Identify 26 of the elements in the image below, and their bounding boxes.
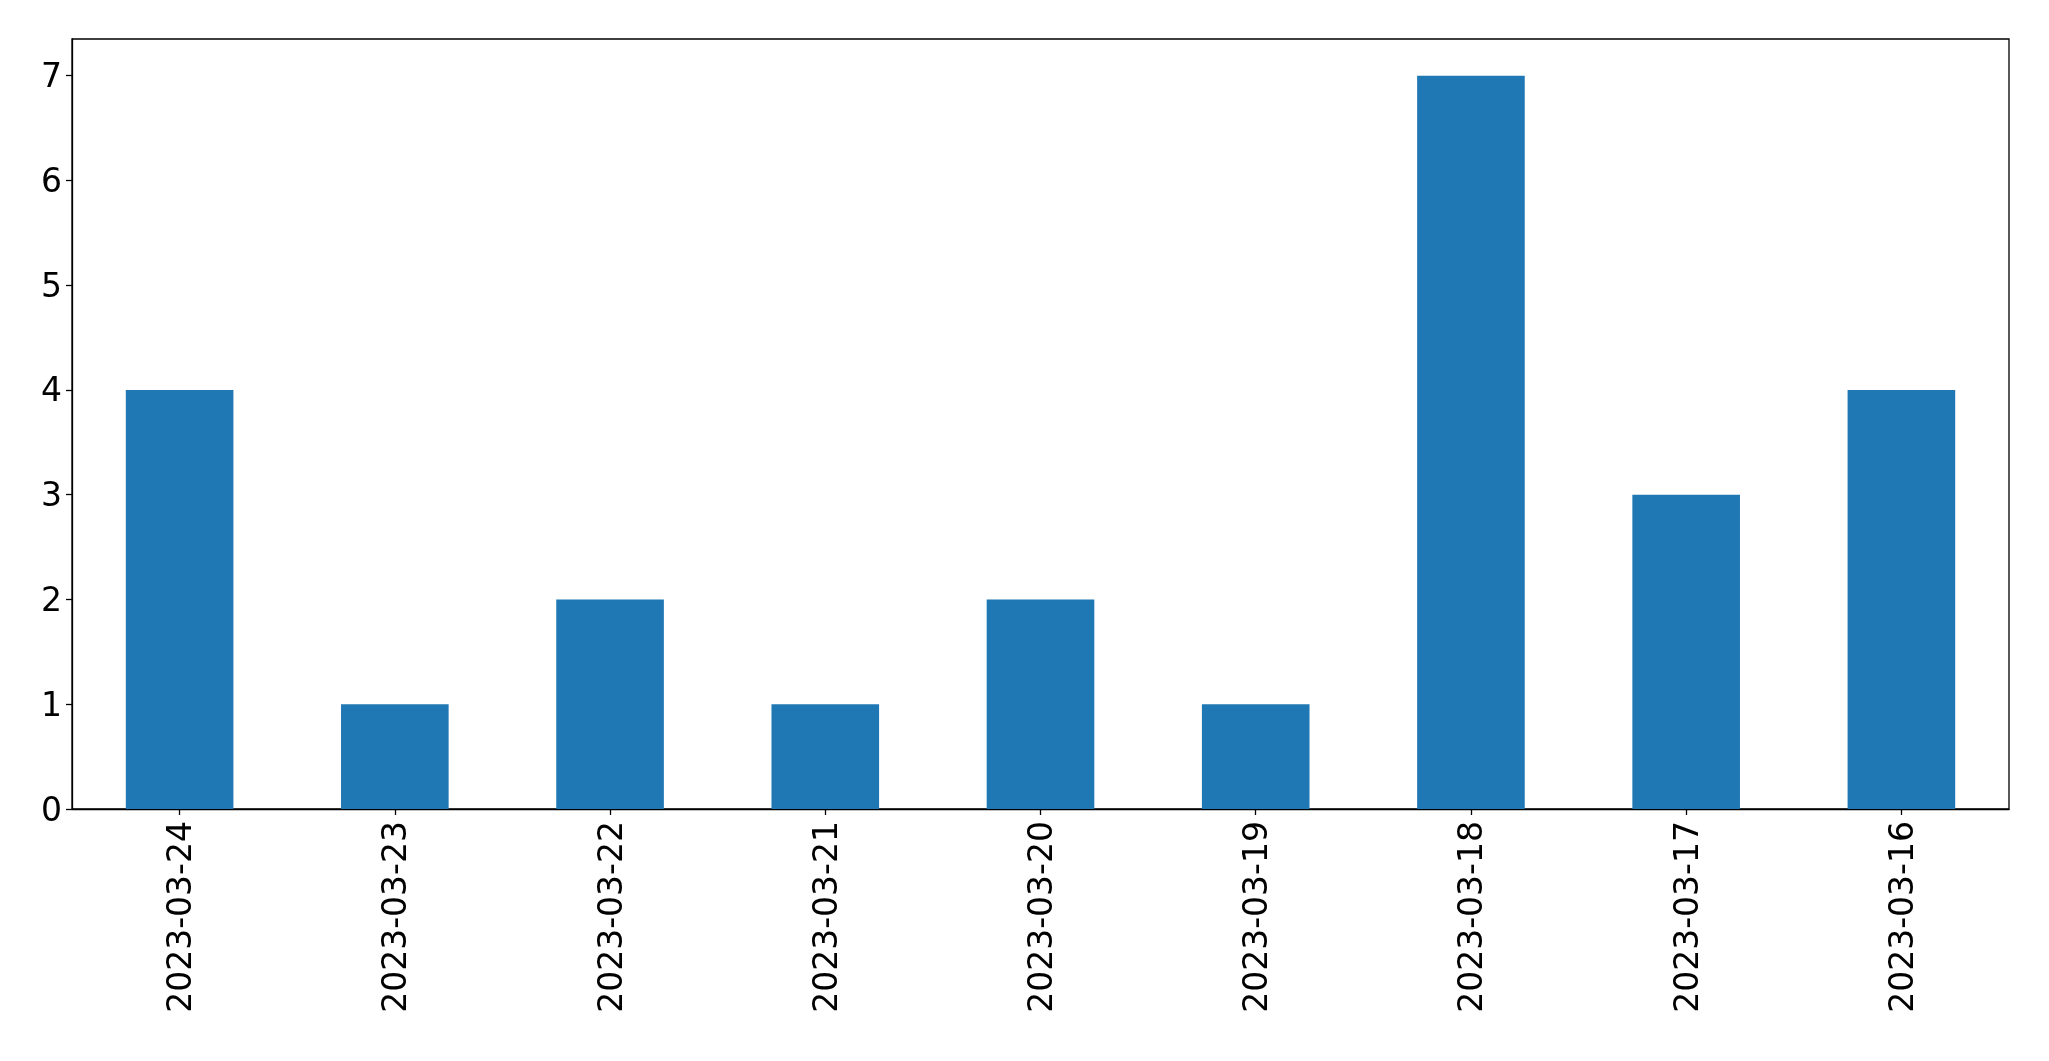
- bar: [1847, 389, 1956, 809]
- y-tick-label: 3: [41, 475, 62, 515]
- y-tick-label: 5: [41, 265, 62, 305]
- bar: [341, 704, 449, 809]
- bar: [1417, 75, 1525, 809]
- x-tick-label: 2023-03-20: [1021, 821, 1060, 1013]
- y-tick-label: 6: [41, 160, 62, 200]
- bar: [1632, 494, 1740, 809]
- bar: [986, 599, 1095, 809]
- x-tick-label: 2023-03-21: [805, 821, 845, 1013]
- bar: [771, 704, 880, 809]
- bar: [125, 389, 234, 809]
- y-tick-label: 4: [41, 370, 62, 410]
- y-tick-label: 2: [41, 579, 62, 619]
- y-tick-label: 1: [41, 684, 62, 724]
- x-tick-label: 2023-03-17: [1666, 821, 1706, 1013]
- bar: [1201, 704, 1310, 809]
- x-tick-label: 2023-03-19: [1236, 821, 1276, 1013]
- x-tick-label: 2023-03-22: [590, 821, 630, 1013]
- x-tick-label: 2023-03-23: [375, 821, 415, 1013]
- bar: [556, 599, 664, 809]
- x-tick-label: 2023-03-16: [1881, 821, 1921, 1013]
- y-tick-label: 7: [41, 56, 62, 96]
- y-tick-label: 0: [41, 789, 62, 829]
- x-tick-label: 2023-03-18: [1451, 821, 1491, 1013]
- x-tick-label: 2023-03-24: [160, 821, 200, 1013]
